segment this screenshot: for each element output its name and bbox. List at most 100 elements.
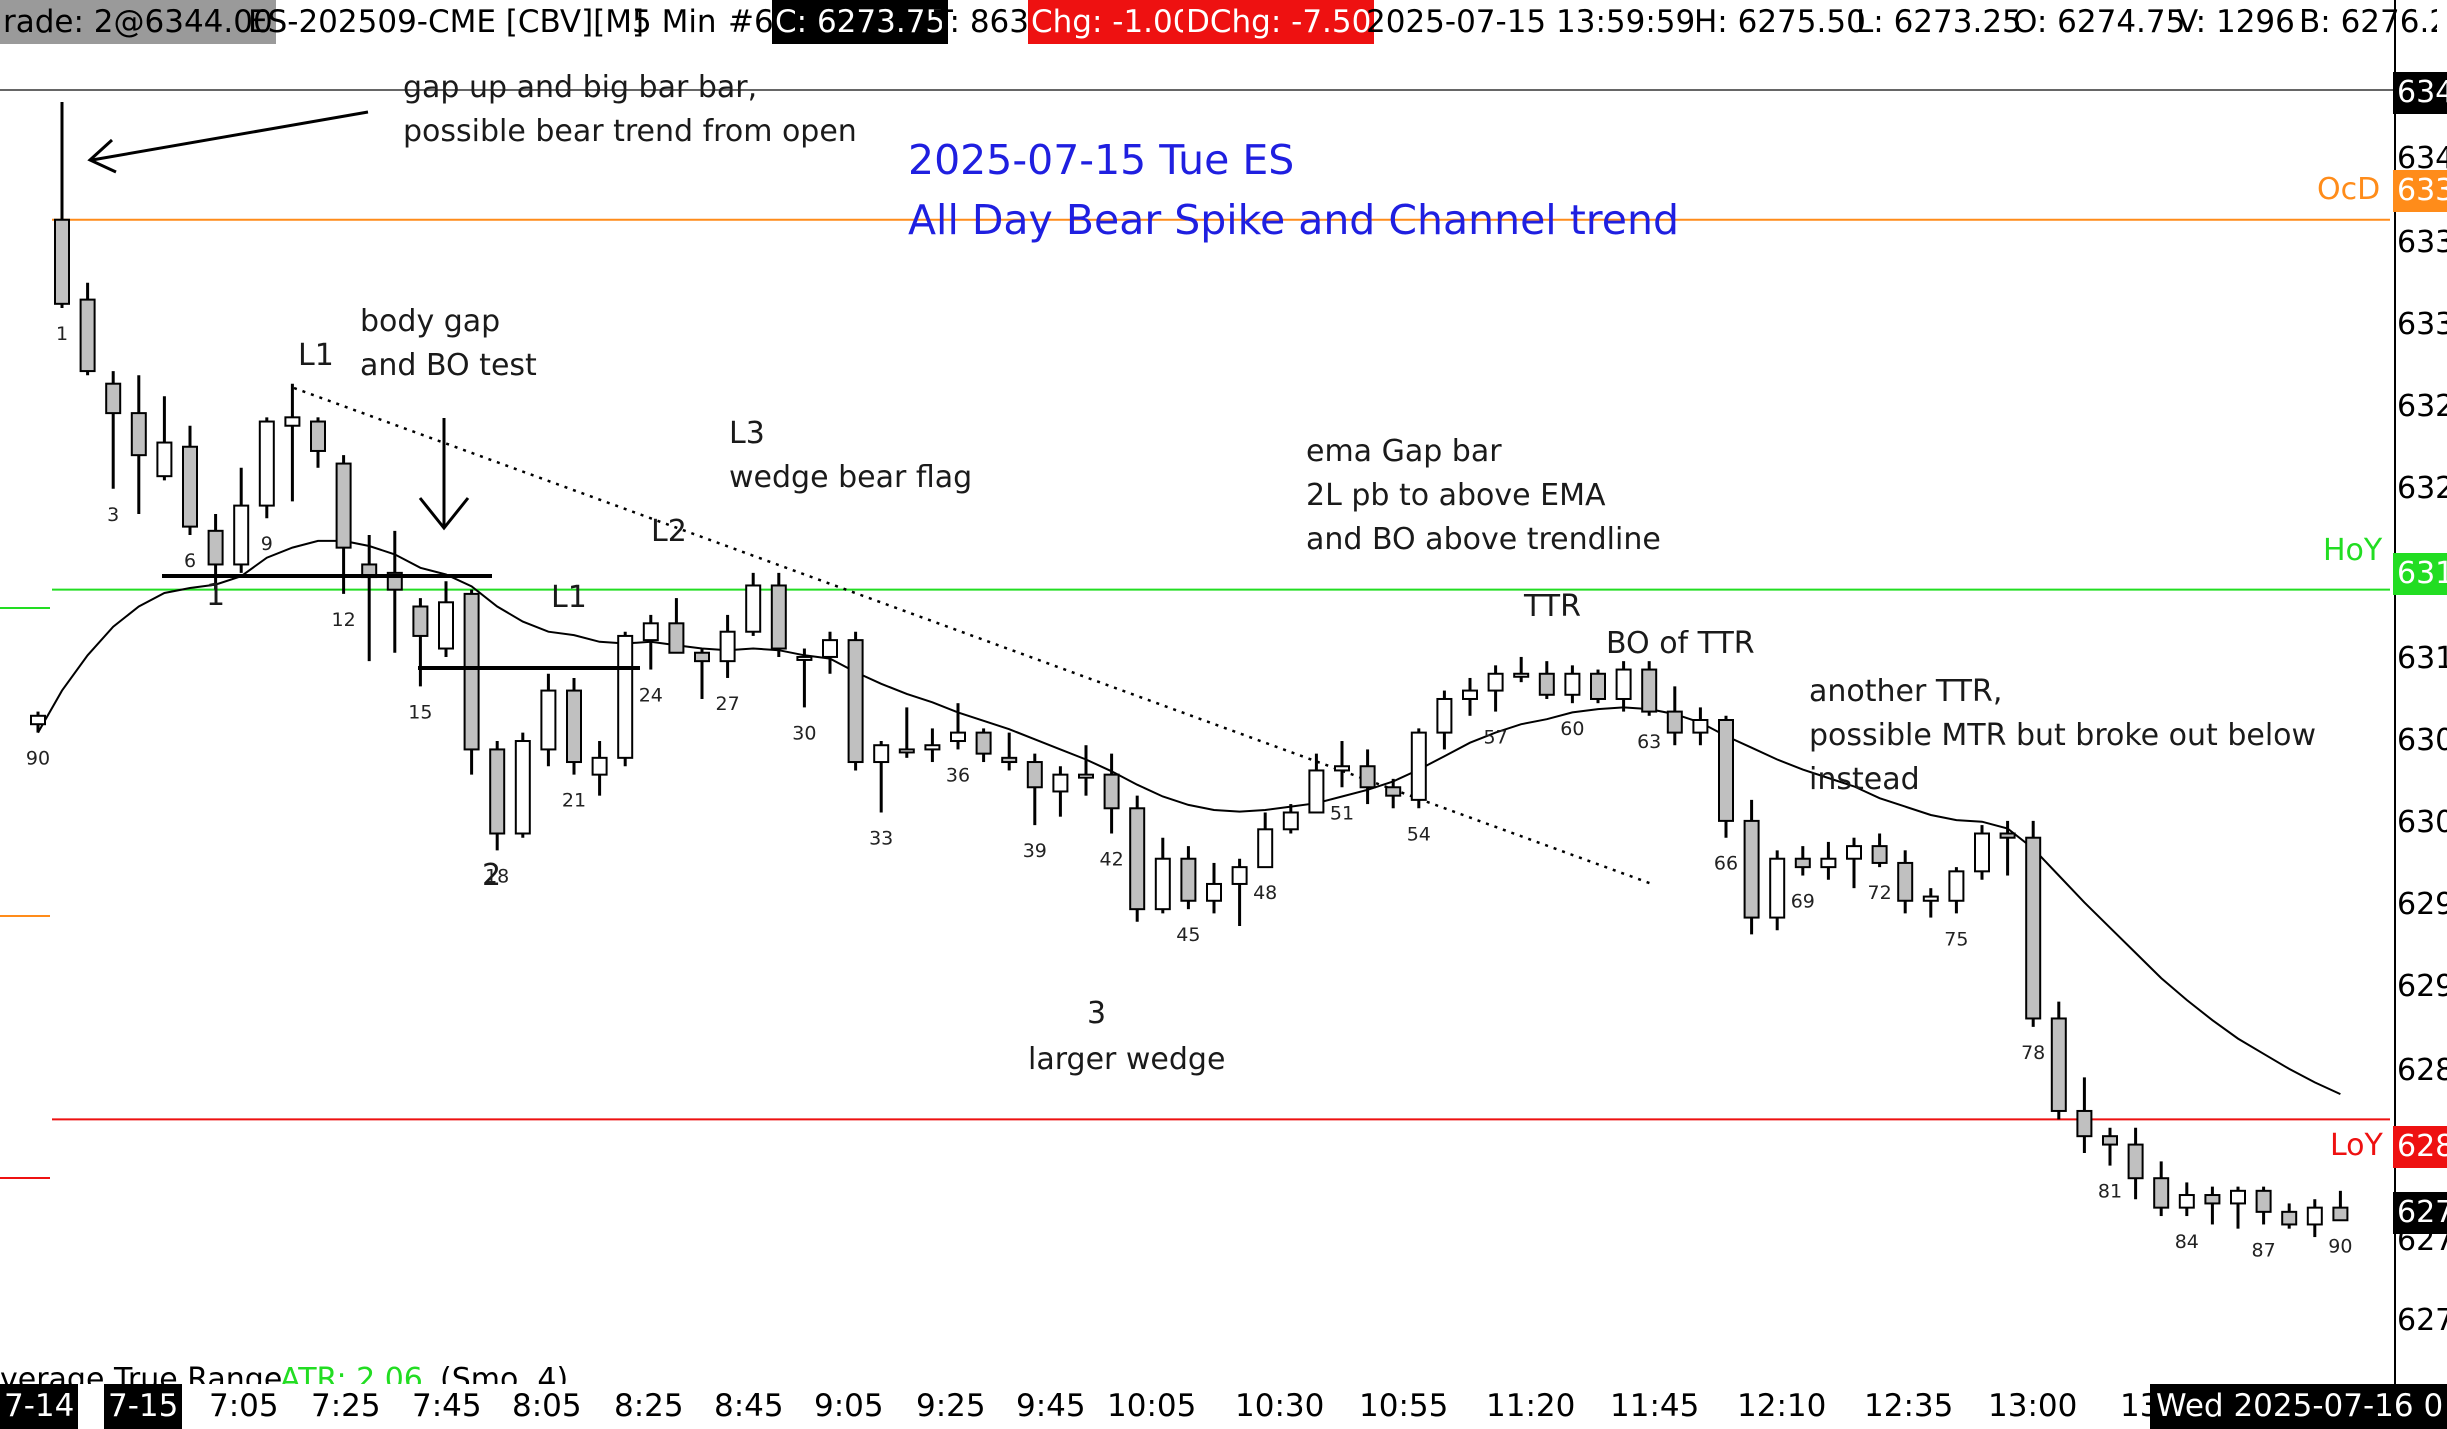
candle-body [1820,857,1837,869]
bar-number-label: 6 [184,550,196,572]
datetime-label: 2025-07-15 13:59:59 [1366,4,1696,40]
time-tick: 11:20 [1486,1388,1576,1424]
ema-line [37,539,2341,1096]
bar-number-label: 42 [1100,849,1124,871]
candle [1999,820,2016,876]
candle [1974,825,1990,880]
candle [668,598,685,654]
candle-body [2025,836,2042,1020]
candle-body [1590,672,1606,700]
candle [1922,888,1939,918]
candle [540,673,557,767]
candle-body [1692,719,1709,734]
annotation-l2: L2 [651,514,687,549]
candle [1743,799,1760,935]
candle-body [1026,761,1043,789]
candle [1871,833,1888,868]
candle [1615,661,1632,712]
bar-number-label: 51 [1330,802,1354,824]
time-tick: 8:25 [614,1388,684,1424]
bar-number-label: 21 [562,790,586,812]
bar-number-label: 45 [1176,924,1200,946]
candle-body [1282,811,1299,831]
time-axis-band [0,1384,2447,1429]
candle [1026,753,1043,826]
candle [105,371,122,489]
candle [1308,753,1325,814]
price-tick: 633 [2393,170,2447,212]
candle-body [105,382,122,415]
candle [1257,812,1274,869]
candle-body [873,744,890,764]
candle-body [1513,672,1530,678]
candle-body [1103,773,1120,810]
candle [566,677,582,775]
candle-body [1180,857,1197,902]
bar-number-label: 15 [408,701,432,723]
high-label: H: 6275.50 [1694,4,1866,40]
annotation-one: 1 [206,578,226,613]
day-change-badge: DChg: -7.50 [1183,0,1375,44]
candle [770,572,787,657]
open-label: O: 6274.75 [2013,4,2186,40]
candle [1769,850,1786,931]
indicator-header: verage True Range ATR: 2.06 (Smo, 4) [0,1362,620,1384]
annotation-three: 3 [1087,996,1107,1031]
bar-number-label: 75 [1944,928,1968,950]
candle-body [822,639,838,658]
candle [2025,820,2042,1027]
candle-body [1308,769,1325,814]
candle-body [514,740,531,835]
candle [1001,732,1018,771]
candle-body [2050,1017,2067,1112]
candle-body [1974,832,1990,873]
candle [2153,1161,2170,1217]
candle [1462,677,1478,716]
candle-body [1436,697,1453,734]
candle [310,417,326,468]
annotation-another-ttr: another TTR, possible MTR but broke out … [1809,674,2317,797]
candle-body [1641,668,1658,713]
bid-label: B: 6276.2 [2299,4,2437,40]
volume-label: V: 1296 [2177,4,2295,40]
candle [898,707,915,758]
candle-body [207,529,224,566]
change-badge: Chg: -1.00 [1028,0,1196,44]
bar-number-label: 78 [2021,1042,2045,1064]
candle-body [770,584,787,650]
time-tick: 10:30 [1235,1388,1325,1424]
price-tick: 627 [2397,1303,2447,1338]
indicator-name: verage True Range [0,1362,283,1384]
candle [847,631,864,771]
candle-body [1999,832,2016,839]
price-tick: 629 [2397,887,2447,922]
candle-body [1154,857,1171,911]
candle [2178,1182,2195,1217]
candle [1641,661,1658,716]
candle-body [1897,861,1914,902]
candle [1129,795,1146,922]
candle-body [1334,765,1350,772]
candle [2230,1186,2246,1229]
time-tick: 7:25 [311,1388,381,1424]
time-tick: 8:05 [512,1388,582,1424]
bear-trendline [293,386,1653,886]
candle [642,614,659,670]
candle [1666,686,1683,746]
time-tick: 10:55 [1359,1388,1449,1424]
candle-body [1052,773,1069,793]
candle [1718,715,1734,838]
candle-body [540,689,557,751]
indicator-params: (Smo, 4) [440,1362,569,1384]
candle [1513,656,1530,683]
candle [1103,753,1120,834]
time-tick: 10:05 [1107,1388,1197,1424]
loy-level-label: LoY [2330,1128,2383,1163]
time-tick: 12:35 [1864,1388,1954,1424]
candle [438,581,454,657]
candle [54,102,70,309]
candle [1897,850,1914,914]
candle-body [1462,689,1478,700]
